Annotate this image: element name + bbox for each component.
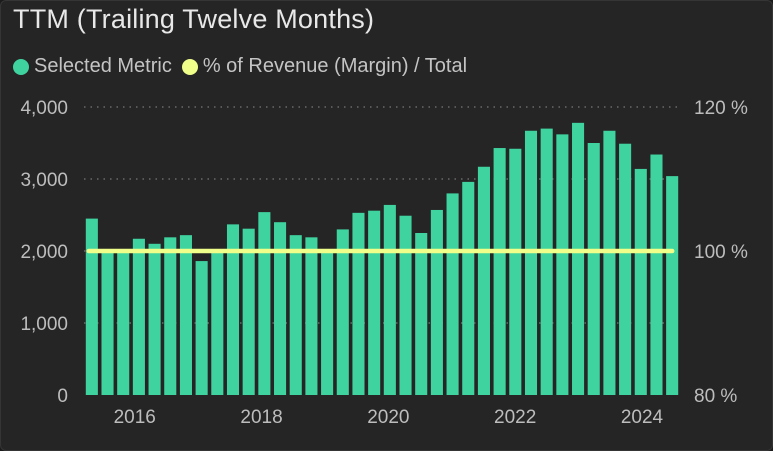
bar	[650, 154, 663, 395]
bar	[603, 130, 616, 395]
legend-dot-selected-metric	[13, 58, 29, 75]
chart-title: TTM (Trailing Twelve Months)	[13, 4, 375, 34]
bar	[368, 210, 381, 395]
bar	[352, 212, 365, 395]
bar	[430, 209, 443, 395]
bar	[242, 228, 255, 395]
bar	[399, 215, 412, 395]
bar	[85, 218, 98, 395]
bar	[289, 235, 302, 395]
legend-item-selected-metric[interactable]: Selected Metric	[13, 55, 172, 78]
x-tick-label: 2020	[367, 407, 409, 428]
bar	[305, 237, 318, 395]
bar	[540, 128, 553, 395]
bar	[462, 181, 475, 395]
bar	[477, 166, 490, 395]
y-right-tick-label: 120 %	[694, 98, 748, 119]
bar	[179, 235, 192, 395]
bar	[117, 249, 130, 395]
bar	[572, 122, 585, 395]
legend-label-margin: % of Revenue (Margin) / Total	[202, 55, 468, 77]
bar	[336, 229, 349, 395]
bar	[619, 143, 632, 395]
bar	[274, 222, 287, 395]
y-left-tick-label: 4,000	[20, 98, 68, 119]
legend-label-selected-metric: Selected Metric	[34, 55, 172, 77]
bar	[415, 233, 428, 395]
bar	[493, 148, 506, 395]
x-tick-label: 2022	[494, 407, 536, 428]
y-left-tick-label: 3,000	[20, 170, 68, 191]
bar	[634, 168, 647, 395]
bar	[446, 193, 459, 395]
legend-dot-margin	[181, 58, 198, 75]
bar	[509, 148, 522, 395]
legend-item-margin[interactable]: % of Revenue (Margin) / Total	[181, 55, 468, 78]
bar	[587, 143, 600, 395]
chart-legend: Selected Metric % of Revenue (Margin) / …	[13, 55, 467, 78]
x-tick-label: 2024	[621, 407, 664, 428]
bar	[226, 224, 240, 395]
bar	[132, 238, 145, 395]
bar	[211, 249, 224, 395]
bar	[524, 130, 538, 395]
bar	[148, 243, 161, 395]
bar	[383, 204, 396, 395]
bar	[101, 249, 114, 395]
x-tick-label: 2018	[240, 407, 282, 428]
y-left-tick-label: 2,000	[20, 242, 68, 263]
bar	[666, 176, 679, 395]
bar	[258, 212, 271, 395]
y-right-tick-label: 80 %	[694, 386, 737, 407]
y-left-tick-label: 0	[57, 386, 68, 407]
bar	[164, 237, 177, 395]
bar	[321, 249, 334, 395]
y-right-tick-label: 100 %	[694, 242, 748, 263]
y-left-tick-label: 1,000	[20, 314, 68, 335]
bar	[556, 134, 569, 396]
x-tick-label: 2016	[114, 407, 156, 428]
bar	[195, 261, 208, 395]
